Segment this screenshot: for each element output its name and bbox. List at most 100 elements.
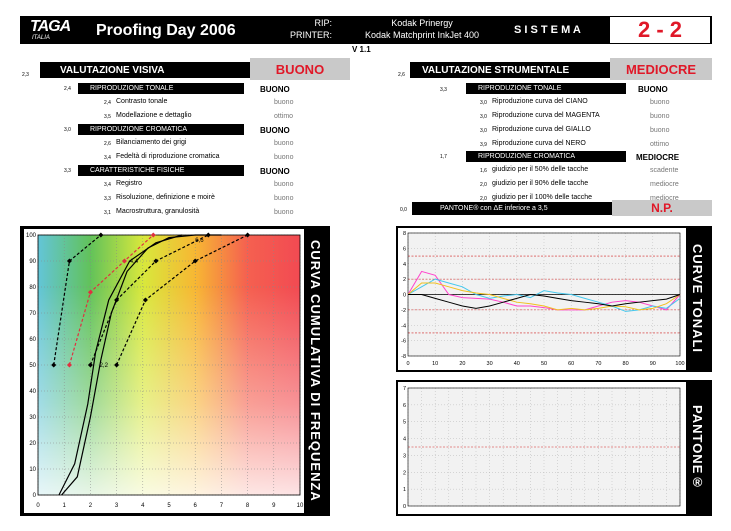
series-line [407, 270, 681, 311]
item-value: buono [274, 209, 294, 216]
y-tick-label: 0 [403, 504, 406, 510]
item-value: scadente [650, 167, 679, 174]
y-tick-label: -4 [401, 323, 406, 329]
group-code: 1,7 [440, 154, 447, 160]
item-label: Modellazione e dettaglio [116, 112, 192, 119]
printer-label: PRINTER: [289, 30, 332, 40]
series-line [408, 293, 681, 309]
sistema-value: 2 - 2 [637, 17, 683, 42]
y-tick-label: 6 [403, 403, 406, 409]
data-point [153, 258, 159, 264]
group-bar [78, 124, 244, 135]
x-tick-label: 90 [650, 361, 656, 367]
printer-value: Kodak Matchprint InkJet 400 [364, 30, 480, 40]
y-tick-label: 10 [29, 467, 36, 473]
group-title: RIPRODUZIONE CROMATICA [478, 153, 576, 160]
item-code: 3,0 [480, 100, 487, 106]
y-tick-label: -2 [401, 308, 406, 314]
item-label: giudizio per il 90% delle tacche [492, 180, 589, 187]
data-point [87, 362, 93, 368]
x-tick-label: 8 [246, 503, 250, 509]
x-tick-label: 3 [115, 503, 119, 509]
annotation-label: 4,4 [130, 259, 139, 265]
item-label: giudizio per il 50% delle tacche [492, 166, 589, 173]
series-line [61, 234, 222, 496]
item-value: buono [274, 154, 294, 161]
tonal-title: CURVE TONALI [690, 244, 705, 354]
x-tick-label: 2 [89, 503, 93, 509]
data-point [121, 258, 127, 264]
y-tick-label: 30 [29, 415, 36, 421]
item-code: 2,0 [480, 196, 487, 202]
version-label: V 1.1 [352, 45, 371, 54]
item-value: ottimo [650, 141, 670, 148]
item-label: Contrasto tonale [116, 98, 168, 105]
pantone-rating-box [612, 200, 712, 216]
y-tick-label: 2 [403, 470, 406, 476]
item-value: mediocre [650, 181, 679, 188]
pantone-label: PANTONE® con ΔE inferiore a 3,5 [440, 205, 548, 212]
series-line [116, 234, 248, 366]
item-value: buono [274, 140, 294, 147]
sistema-label: S I S T E M A [514, 24, 581, 36]
item-value: ottimo [274, 113, 294, 120]
group-code: 3,3 [64, 168, 71, 174]
group-title: CARATTERISTICHE FISICHE [90, 167, 185, 174]
group-title: RIPRODUZIONE CROMATICA [90, 126, 188, 133]
y-tick-label: 90 [29, 259, 36, 265]
item-label: Fedeltà di riproduzione cromatica [116, 153, 220, 160]
y-tick-label: 100 [26, 233, 37, 239]
item-label: Riproduzione curva del MAGENTA [492, 112, 600, 119]
y-tick-label: 0 [403, 293, 406, 299]
right-section: 2,6 VALUTAZIONE STRUMENTALE MEDIOCRE 3,3… [396, 58, 714, 218]
item-code: 3,9 [480, 142, 487, 148]
section-code: 2,6 [398, 72, 405, 78]
section-title: VALUTAZIONE VISIVA [60, 65, 165, 76]
y-tick-label: 0 [33, 493, 37, 499]
x-tick-label: 40 [514, 361, 520, 367]
data-point [66, 362, 72, 368]
pantone-chart: 0 1 2 3 4 5 6 7 [398, 382, 686, 514]
x-tick-label: 9 [272, 503, 276, 509]
series-line [407, 282, 681, 311]
data-point [192, 258, 198, 264]
section-rating: BUONO [275, 62, 325, 77]
plot-frame [407, 387, 681, 507]
page-title: Proofing Day 2006 [96, 22, 236, 39]
data-point [245, 232, 251, 238]
item-code: 3,4 [104, 182, 111, 188]
item-code: 1,6 [480, 168, 487, 174]
data-point [87, 289, 93, 295]
y-tick-label: 5 [403, 420, 406, 426]
rip-value: Kodak Prinergy [391, 18, 453, 28]
x-tick-label: 0 [406, 361, 409, 367]
group-rating: MEDIOCRE [636, 153, 680, 162]
data-point [114, 362, 120, 368]
item-label: Registro [116, 180, 143, 187]
group-bar [466, 151, 626, 162]
series-line [58, 234, 183, 496]
x-tick-label: 1 [63, 503, 67, 509]
left-section: 2,3 VALUTAZIONE VISIVA BUONO 2,4 RIPRODU… [20, 58, 350, 218]
plot-frame [37, 234, 301, 496]
x-tick-label: 30 [487, 361, 493, 367]
x-tick-label: 5 [167, 503, 171, 509]
group-rating: BUONO [260, 126, 290, 135]
item-label: Riproduzione curva del NERO [492, 140, 586, 147]
x-tick-label: 100 [675, 361, 684, 367]
x-tick-label: 6 [194, 503, 198, 509]
series-line [68, 234, 154, 366]
item-value: buono [650, 113, 670, 120]
item-value: buono [650, 99, 670, 106]
group-bar [78, 165, 244, 176]
item-code: 3,3 [104, 196, 111, 202]
y-tick-label: 40 [29, 389, 36, 395]
y-tick-label: 4 [403, 262, 406, 268]
x-tick-label: 80 [623, 361, 629, 367]
item-label: Riproduzione curva del GIALLO [492, 126, 591, 133]
y-tick-label: 60 [29, 337, 36, 343]
x-tick-label: 7 [220, 503, 224, 509]
item-value: buono [650, 127, 670, 134]
y-tick-label: -6 [401, 339, 406, 345]
group-rating: BUONO [260, 85, 290, 94]
